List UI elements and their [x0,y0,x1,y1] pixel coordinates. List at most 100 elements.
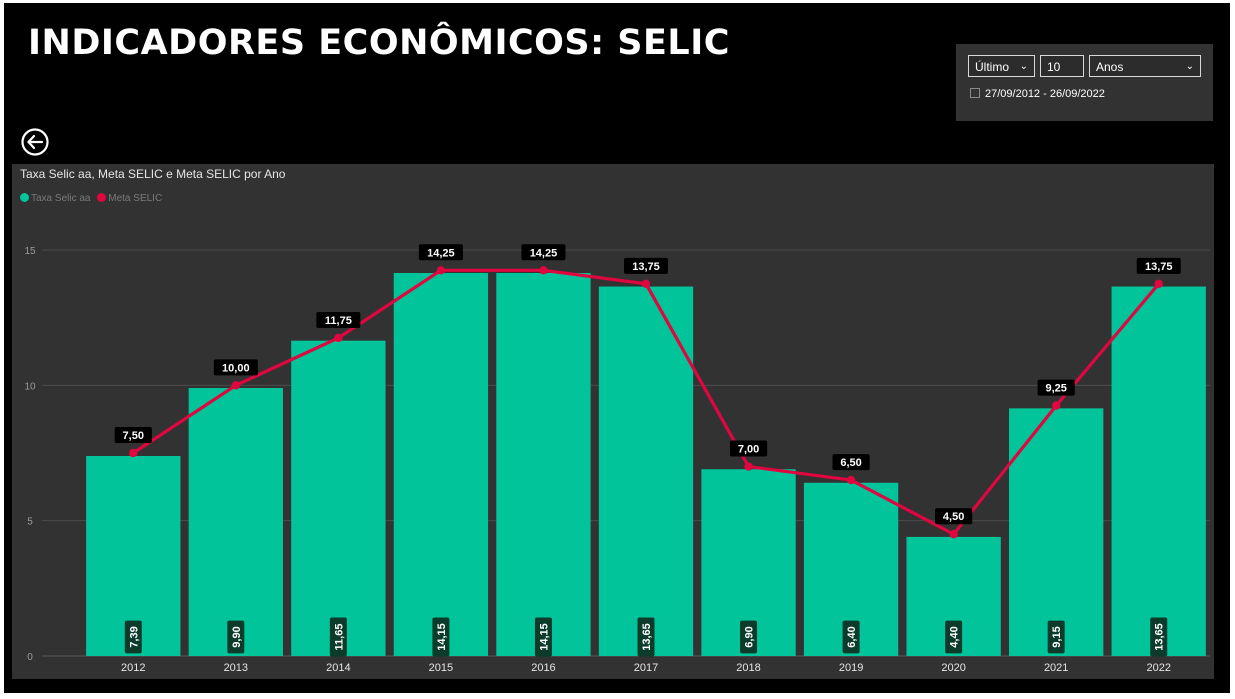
legend-dot [97,193,107,202]
bar-data-label-text: 9,15 [1051,626,1063,647]
line-data-label: 14,25 [427,247,455,259]
unit-dropdown-value: Anos [1096,60,1124,74]
line-data-label-bg [1037,379,1075,396]
bar-data-label-bg [1150,617,1168,657]
line-data-label: 11,75 [325,315,352,327]
unit-dropdown[interactable]: Anos ⌄ [1089,55,1201,77]
line-data-label-bg [418,244,463,261]
line-data-label-bg [114,427,152,443]
bar-data-label-bg [842,620,860,654]
line-data-label-bg [935,508,973,525]
x-tick-label: 2016 [531,662,555,674]
bar-data-label-bg [740,620,758,654]
bar-data-label: 4,40 [945,620,963,654]
chart-plot: 0 5 10 15 2012 2013 2014 2015 2016 2017 2018 2019 20… [24,244,1210,674]
line-data-label: 10,00 [222,362,250,374]
bar-data-label-text: 6,40 [846,626,858,647]
x-tick-label: 2017 [634,662,658,674]
bar-data-label-text: 11,65 [333,624,345,651]
line-point-meta-selic [1051,401,1061,410]
bar-data-label-bg [534,617,552,657]
selic-chart: Taxa Selic aa, Meta SELIC e Meta SELIC p… [12,164,1214,679]
x-tick-label: 2014 [326,662,350,674]
bar-taxa-selic [1111,286,1206,656]
line-data-label: 13,75 [1145,261,1173,273]
line-data-label: 14,25 [530,247,558,259]
x-tick-label: 2020 [941,662,965,674]
bar-data-label: 13,65 [637,617,655,657]
arrow-left-circle-icon [21,128,49,156]
back-button[interactable] [20,127,50,157]
line-data-label-bg [624,257,668,274]
line-data-label: 7,00 [738,444,759,456]
bar-taxa-selic [393,273,489,656]
line-point-meta-selic [334,333,343,343]
line-point-meta-selic [231,381,241,390]
legend-label: Meta SELIC [108,193,163,204]
x-tick-label: 2022 [1146,662,1170,674]
date-range-text: 27/09/2012 - 26/09/2022 [985,88,1105,100]
legend-dot [20,193,29,202]
bar-data-label-text: 7,39 [128,626,140,647]
x-tick-label: 2012 [121,662,145,674]
y-tick-label: 0 [27,652,33,663]
count-input[interactable]: 10 [1040,55,1084,77]
legend-item-taxa-selic[interactable]: Taxa Selic aa [20,193,90,204]
bar-data-label-bg [124,620,142,654]
bar-data-label: 13,65 [1150,617,1168,657]
line-data-label: 9,25 [1045,383,1066,395]
line-data-label-bg [832,454,870,471]
line-data-label: 7,50 [123,430,144,442]
period-dropdown[interactable]: Último ⌄ [968,55,1035,77]
x-tick-label: 2013 [224,662,248,674]
bar-data-label: 11,65 [329,617,347,657]
line-point-meta-selic [846,475,856,485]
line-point-meta-selic [949,530,958,539]
chart-legend: Taxa Selic aa Meta SELIC [20,193,166,204]
bar-data-label: 14,15 [534,617,552,657]
period-dropdown-value: Último [975,60,1010,74]
date-range: 27/09/2012 - 26/09/2022 [970,88,1105,100]
bar-data-label-bg [227,620,245,654]
line-point-meta-selic [1154,279,1163,289]
bar-data-label: 9,90 [227,620,245,654]
report-canvas: INDICADORES ECONÔMICOS: SELIC Último ⌄ 1… [4,3,1230,693]
line-data-label-bg [213,359,258,376]
bar-data-label-bg [432,617,450,657]
line-data-label: 4,50 [943,511,964,523]
line-data-label-bg [521,244,566,261]
chevron-down-icon: ⌄ [1019,61,1028,72]
x-tick-label: 2021 [1044,662,1068,674]
line-data-label-bg [729,440,768,457]
line-data-label: 13,75 [632,261,660,273]
bar-data-label-bg [329,617,347,657]
legend-item-meta-selic[interactable]: Meta SELIC [97,193,162,204]
bar-taxa-selic [291,340,386,656]
bar-data-label: 6,90 [740,620,758,654]
line-point-meta-selic [129,448,138,458]
bar-data-label: 6,40 [842,620,860,654]
y-tick-label: 5 [27,517,33,528]
x-tick-label: 2018 [736,662,760,674]
bar-data-label: 9,15 [1047,620,1065,654]
bar-data-label: 14,15 [432,617,450,657]
date-filter-slicer: Último ⌄ 10 Anos ⌄ 27/09/2012 - 26/09/20… [956,44,1213,121]
bar-data-label-text: 14,15 [538,623,550,651]
bar-data-label-text: 14,15 [436,623,448,651]
x-tick-label: 2015 [429,662,453,674]
bar-data-label-text: 6,90 [744,626,756,647]
line-point-meta-selic [436,266,446,275]
bar-data-label-text: 9,90 [231,626,243,647]
bar-data-label-bg [1047,620,1065,654]
bar-data-label-text: 4,40 [949,626,961,647]
y-tick-label: 15 [24,246,36,257]
bar-taxa-selic [598,286,694,656]
count-input-value: 10 [1047,60,1061,74]
line-point-meta-selic [641,279,651,289]
bar-data-label: 7,39 [124,620,142,654]
bar-data-label-bg [945,620,963,654]
line-data-label-bg [1136,257,1181,274]
y-tick-label: 10 [24,381,36,392]
calendar-icon [970,88,980,98]
bar-taxa-selic [496,273,591,656]
